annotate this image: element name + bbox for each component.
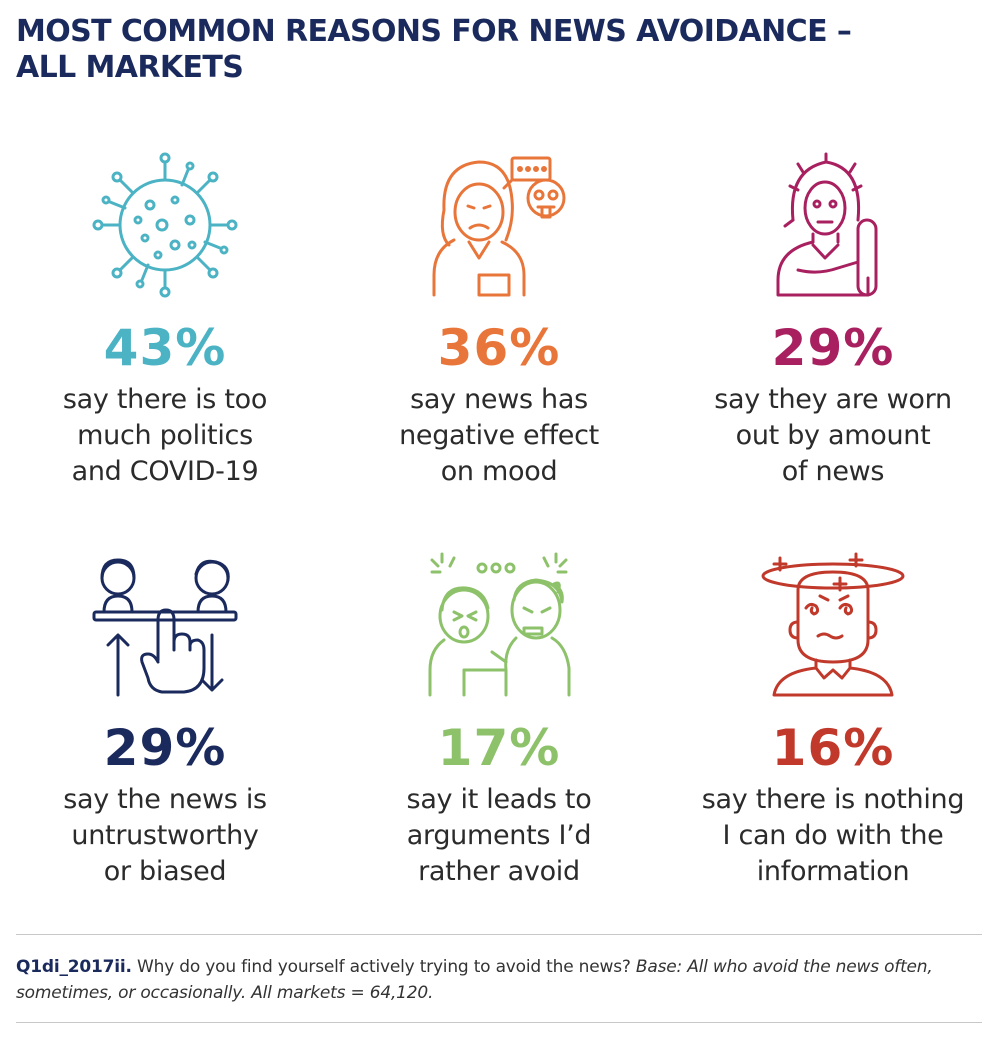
stat-value: 17% [437, 719, 561, 777]
stat-description: say there is too much politics and COVID… [0, 382, 330, 490]
stat-value: 16% [771, 719, 895, 777]
stat-value: 29% [771, 319, 895, 377]
footnote-code: Q1di_2017ii. [16, 957, 132, 977]
desc-line: of news [781, 456, 885, 487]
desc-line: say they are worn [714, 384, 952, 415]
stat-description: say they are worn out by amount of news [668, 382, 998, 490]
voting-hand-icon [0, 550, 330, 710]
stat-description: say there is nothing I can do with the i… [668, 782, 998, 890]
title-line-1: MOST COMMON REASONS FOR NEWS AVOIDANCE – [16, 14, 852, 49]
desc-line: arguments I’d [406, 820, 592, 851]
desc-line: out by amount [735, 420, 931, 451]
dizzy-person-icon [668, 550, 998, 710]
desc-line: or biased [103, 856, 227, 887]
desc-line: I can do with the [722, 820, 944, 851]
desc-line: much politics [77, 420, 253, 451]
stat-value: 36% [437, 319, 561, 377]
stat-description: say it leads to arguments I’d rather avo… [334, 782, 664, 890]
footnote-bottom-divider [16, 1022, 982, 1023]
page-title: MOST COMMON REASONS FOR NEWS AVOIDANCE –… [16, 14, 976, 86]
desc-line: say news has [410, 384, 588, 415]
desc-line: say it leads to [406, 784, 592, 815]
desc-line: information [756, 856, 910, 887]
footnote: Q1di_2017ii. Why do you find yourself ac… [16, 954, 976, 1006]
desc-line: on mood [440, 456, 558, 487]
stat-description: say the news is untrustworthy or biased [0, 782, 330, 890]
stats-grid: 43% say there is too much politics and C… [0, 150, 998, 890]
desc-line: say there is nothing [701, 784, 965, 815]
desc-line: say there is too [62, 384, 268, 415]
desc-line: and COVID-19 [71, 456, 259, 487]
argument-icon [334, 550, 664, 710]
stat-description: say news has negative effect on mood [334, 382, 664, 490]
stat-value: 29% [103, 719, 227, 777]
footnote-base: Base: All who avoid the news often, some… [16, 957, 933, 1003]
stat-value: 43% [103, 319, 227, 377]
stressed-person-icon [668, 150, 998, 310]
desc-line: say the news is [63, 784, 267, 815]
virus-icon [0, 150, 330, 310]
footnote-question: Why do you find yourself actively trying… [131, 957, 636, 977]
desc-line: negative effect [399, 420, 599, 451]
desc-line: untrustworthy [71, 820, 259, 851]
footnote-top-divider [16, 934, 982, 935]
title-line-2: ALL MARKETS [16, 50, 244, 85]
desc-line: rather avoid [418, 856, 580, 887]
sad-person-icon [334, 150, 664, 310]
